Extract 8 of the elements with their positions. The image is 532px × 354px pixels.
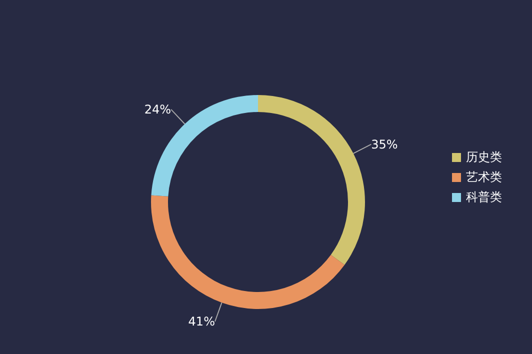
legend-label: 艺术类 bbox=[466, 169, 502, 186]
legend-label: 科普类 bbox=[466, 189, 502, 206]
legend-label: 历史类 bbox=[466, 149, 502, 166]
data-label: 41% bbox=[188, 314, 215, 328]
donut-slice bbox=[151, 195, 345, 309]
data-label: 35% bbox=[371, 137, 398, 152]
data-label: 24% bbox=[144, 102, 172, 116]
donut-slice bbox=[258, 95, 365, 265]
